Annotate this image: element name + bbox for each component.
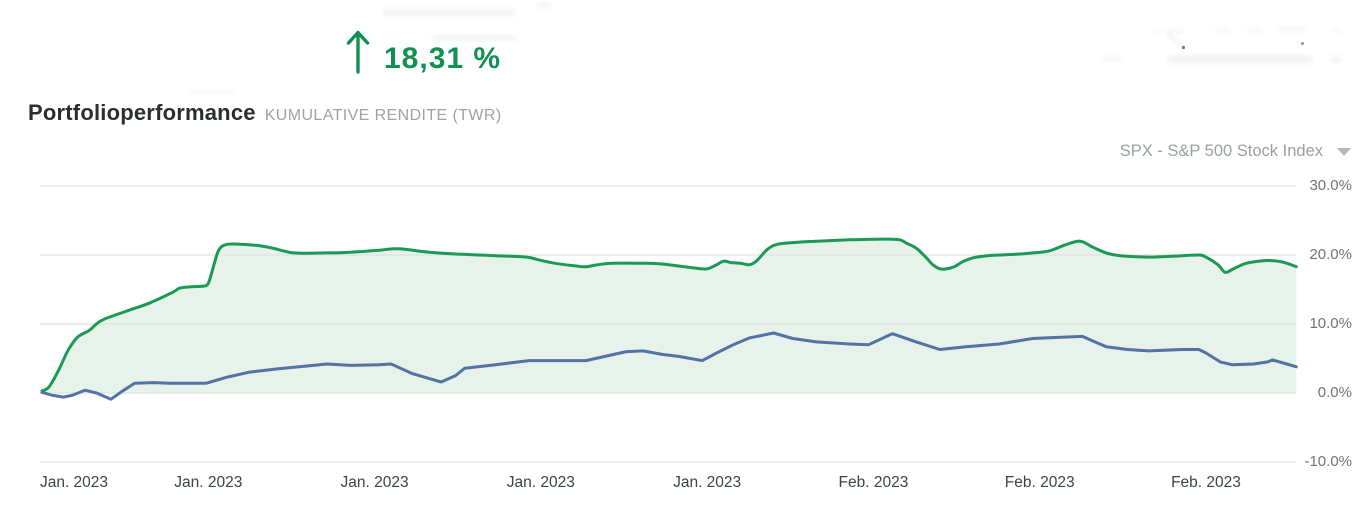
x-axis-label: Feb. 2023 (1004, 474, 1075, 491)
y-axis-label: -10.0% (1304, 453, 1352, 470)
x-axis-label: Jan. 2023 (340, 474, 409, 491)
portfolio-area-fill (42, 239, 1297, 393)
y-axis-label: 20.0% (1309, 246, 1352, 263)
benchmark-selector[interactable]: SPX - S&P 500 Stock Index (1120, 142, 1352, 161)
chart-header: Portfolioperformance KUMULATIVE RENDITE … (28, 100, 502, 126)
page-title: Portfolioperformance (28, 100, 256, 125)
page-subtitle: KUMULATIVE RENDITE (TWR) (264, 107, 502, 124)
y-axis-label: 10.0% (1309, 315, 1352, 332)
benchmark-line (40, 331, 1298, 401)
x-axis-label: Jan. 2023 (506, 474, 575, 491)
portfolio-line (40, 237, 1298, 393)
y-axis-label: 30.0% (1309, 177, 1352, 194)
y-axis-label: 0.0% (1317, 384, 1352, 401)
x-axis-label: Feb. 2023 (838, 474, 909, 491)
trend-up-arrow-icon (346, 30, 370, 74)
chevron-down-icon (1337, 147, 1351, 156)
x-axis-label: Feb. 2023 (1171, 474, 1241, 491)
x-axis-label: Jan. 2023 (673, 474, 742, 491)
x-axis-label: Jan. 2023 (39, 474, 109, 491)
benchmark-selector-value: SPX - S&P 500 Stock Index (1119, 142, 1323, 160)
performance-kpi-value: 18,31 % (384, 42, 502, 75)
x-axis-label: Jan. 2023 (174, 474, 243, 491)
